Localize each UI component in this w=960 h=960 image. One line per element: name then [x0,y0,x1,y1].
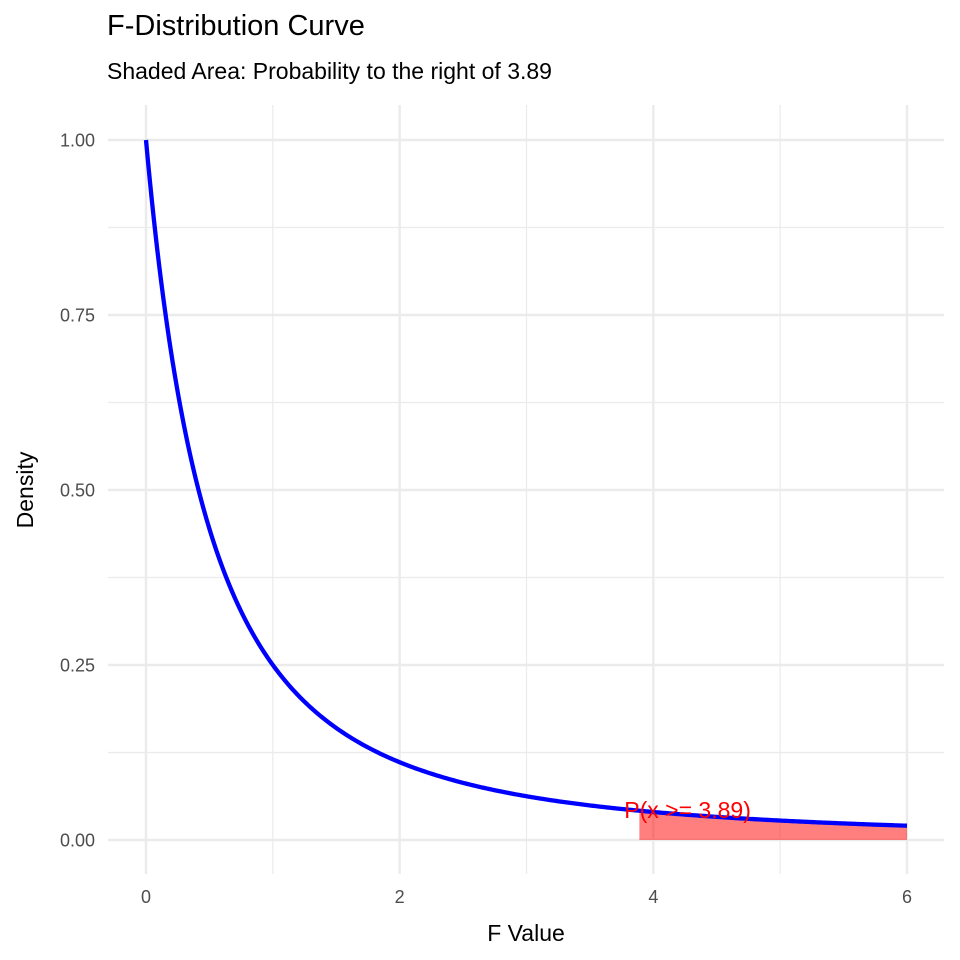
major-gridlines [108,105,944,874]
x-tick-label: 2 [395,887,405,907]
density-curve [143,139,908,828]
x-axis-title: F Value [487,920,565,946]
y-axis-ticks: 0.00 0.25 0.50 0.75 1.00 [60,131,95,851]
x-tick-label: 0 [141,887,151,907]
y-tick-label: 0.25 [60,656,95,676]
chart-title: F-Distribution Curve [107,10,365,42]
x-tick-label: 4 [648,887,658,907]
x-axis-ticks: 0 2 4 6 [141,887,912,907]
chart-subtitle: Shaded Area: Probability to the right of… [107,58,552,84]
y-tick-label: 0.75 [60,306,95,326]
probability-annotation: P(x >= 3.89) [624,797,751,823]
density-curve-layer [143,139,908,828]
x-tick-label: 6 [902,887,912,907]
y-axis-title: Density [12,451,38,528]
y-tick-label: 0.50 [60,481,95,501]
y-tick-label: 1.00 [60,131,95,151]
y-tick-label: 0.00 [60,831,95,851]
